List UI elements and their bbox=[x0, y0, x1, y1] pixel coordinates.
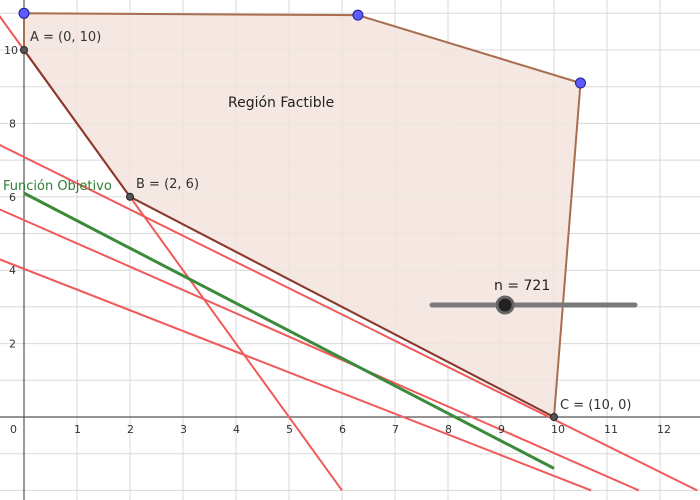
feasible-region[interactable] bbox=[23, 12, 582, 419]
objective-label: Función Objetivo bbox=[3, 179, 112, 194]
constraint-line bbox=[0, 258, 592, 492]
x-tick-label: 2 bbox=[127, 423, 134, 436]
x-tick-label: 1 bbox=[74, 423, 81, 436]
y-tick-label: 4 bbox=[9, 264, 16, 277]
point-b-label: B = (2, 6) bbox=[136, 177, 199, 192]
vertex-handle[interactable] bbox=[18, 7, 30, 19]
y-tick-label: 2 bbox=[9, 338, 16, 351]
n-slider[interactable]: n = 721 bbox=[429, 278, 638, 315]
vertex-handle[interactable] bbox=[575, 77, 586, 89]
edge-a-b bbox=[23, 49, 131, 198]
x-tick-label: 12 bbox=[657, 423, 671, 436]
point-b[interactable] bbox=[126, 192, 134, 201]
point-c[interactable] bbox=[550, 413, 558, 421]
y-tick-label: 8 bbox=[9, 117, 16, 130]
point-a[interactable] bbox=[20, 46, 28, 54]
region-label: Región Factible bbox=[228, 95, 334, 111]
x-tick-label: 0 bbox=[10, 423, 17, 436]
point-a-label: A = (0, 10) bbox=[30, 30, 101, 45]
x-tick-label: 11 bbox=[604, 423, 618, 436]
point-c-label: C = (10, 0) bbox=[560, 398, 631, 413]
y-tick-label: 10 bbox=[4, 44, 18, 57]
vertex-handle[interactable] bbox=[352, 9, 364, 21]
constraint-line bbox=[0, 143, 698, 492]
x-tick-label: 5 bbox=[286, 423, 293, 436]
vertex-handles bbox=[18, 7, 586, 89]
x-tick-label: 8 bbox=[445, 423, 452, 436]
slider-knob[interactable] bbox=[495, 295, 515, 315]
y-tick-label: 6 bbox=[9, 191, 16, 204]
x-tick-label: 9 bbox=[498, 423, 505, 436]
x-tick-label: 6 bbox=[339, 423, 346, 436]
x-tick-label: 10 bbox=[551, 423, 565, 436]
points bbox=[20, 46, 558, 421]
x-tick-label: 4 bbox=[233, 423, 240, 436]
edge-b-c bbox=[129, 195, 555, 418]
objective-function-line[interactable] bbox=[23, 191, 555, 470]
x-tick-label: 3 bbox=[180, 423, 187, 436]
x-tick-label: 7 bbox=[392, 423, 399, 436]
constraint-lines bbox=[0, 15, 698, 492]
slider-label: n = 721 bbox=[494, 278, 550, 294]
constraint-line bbox=[0, 208, 640, 492]
